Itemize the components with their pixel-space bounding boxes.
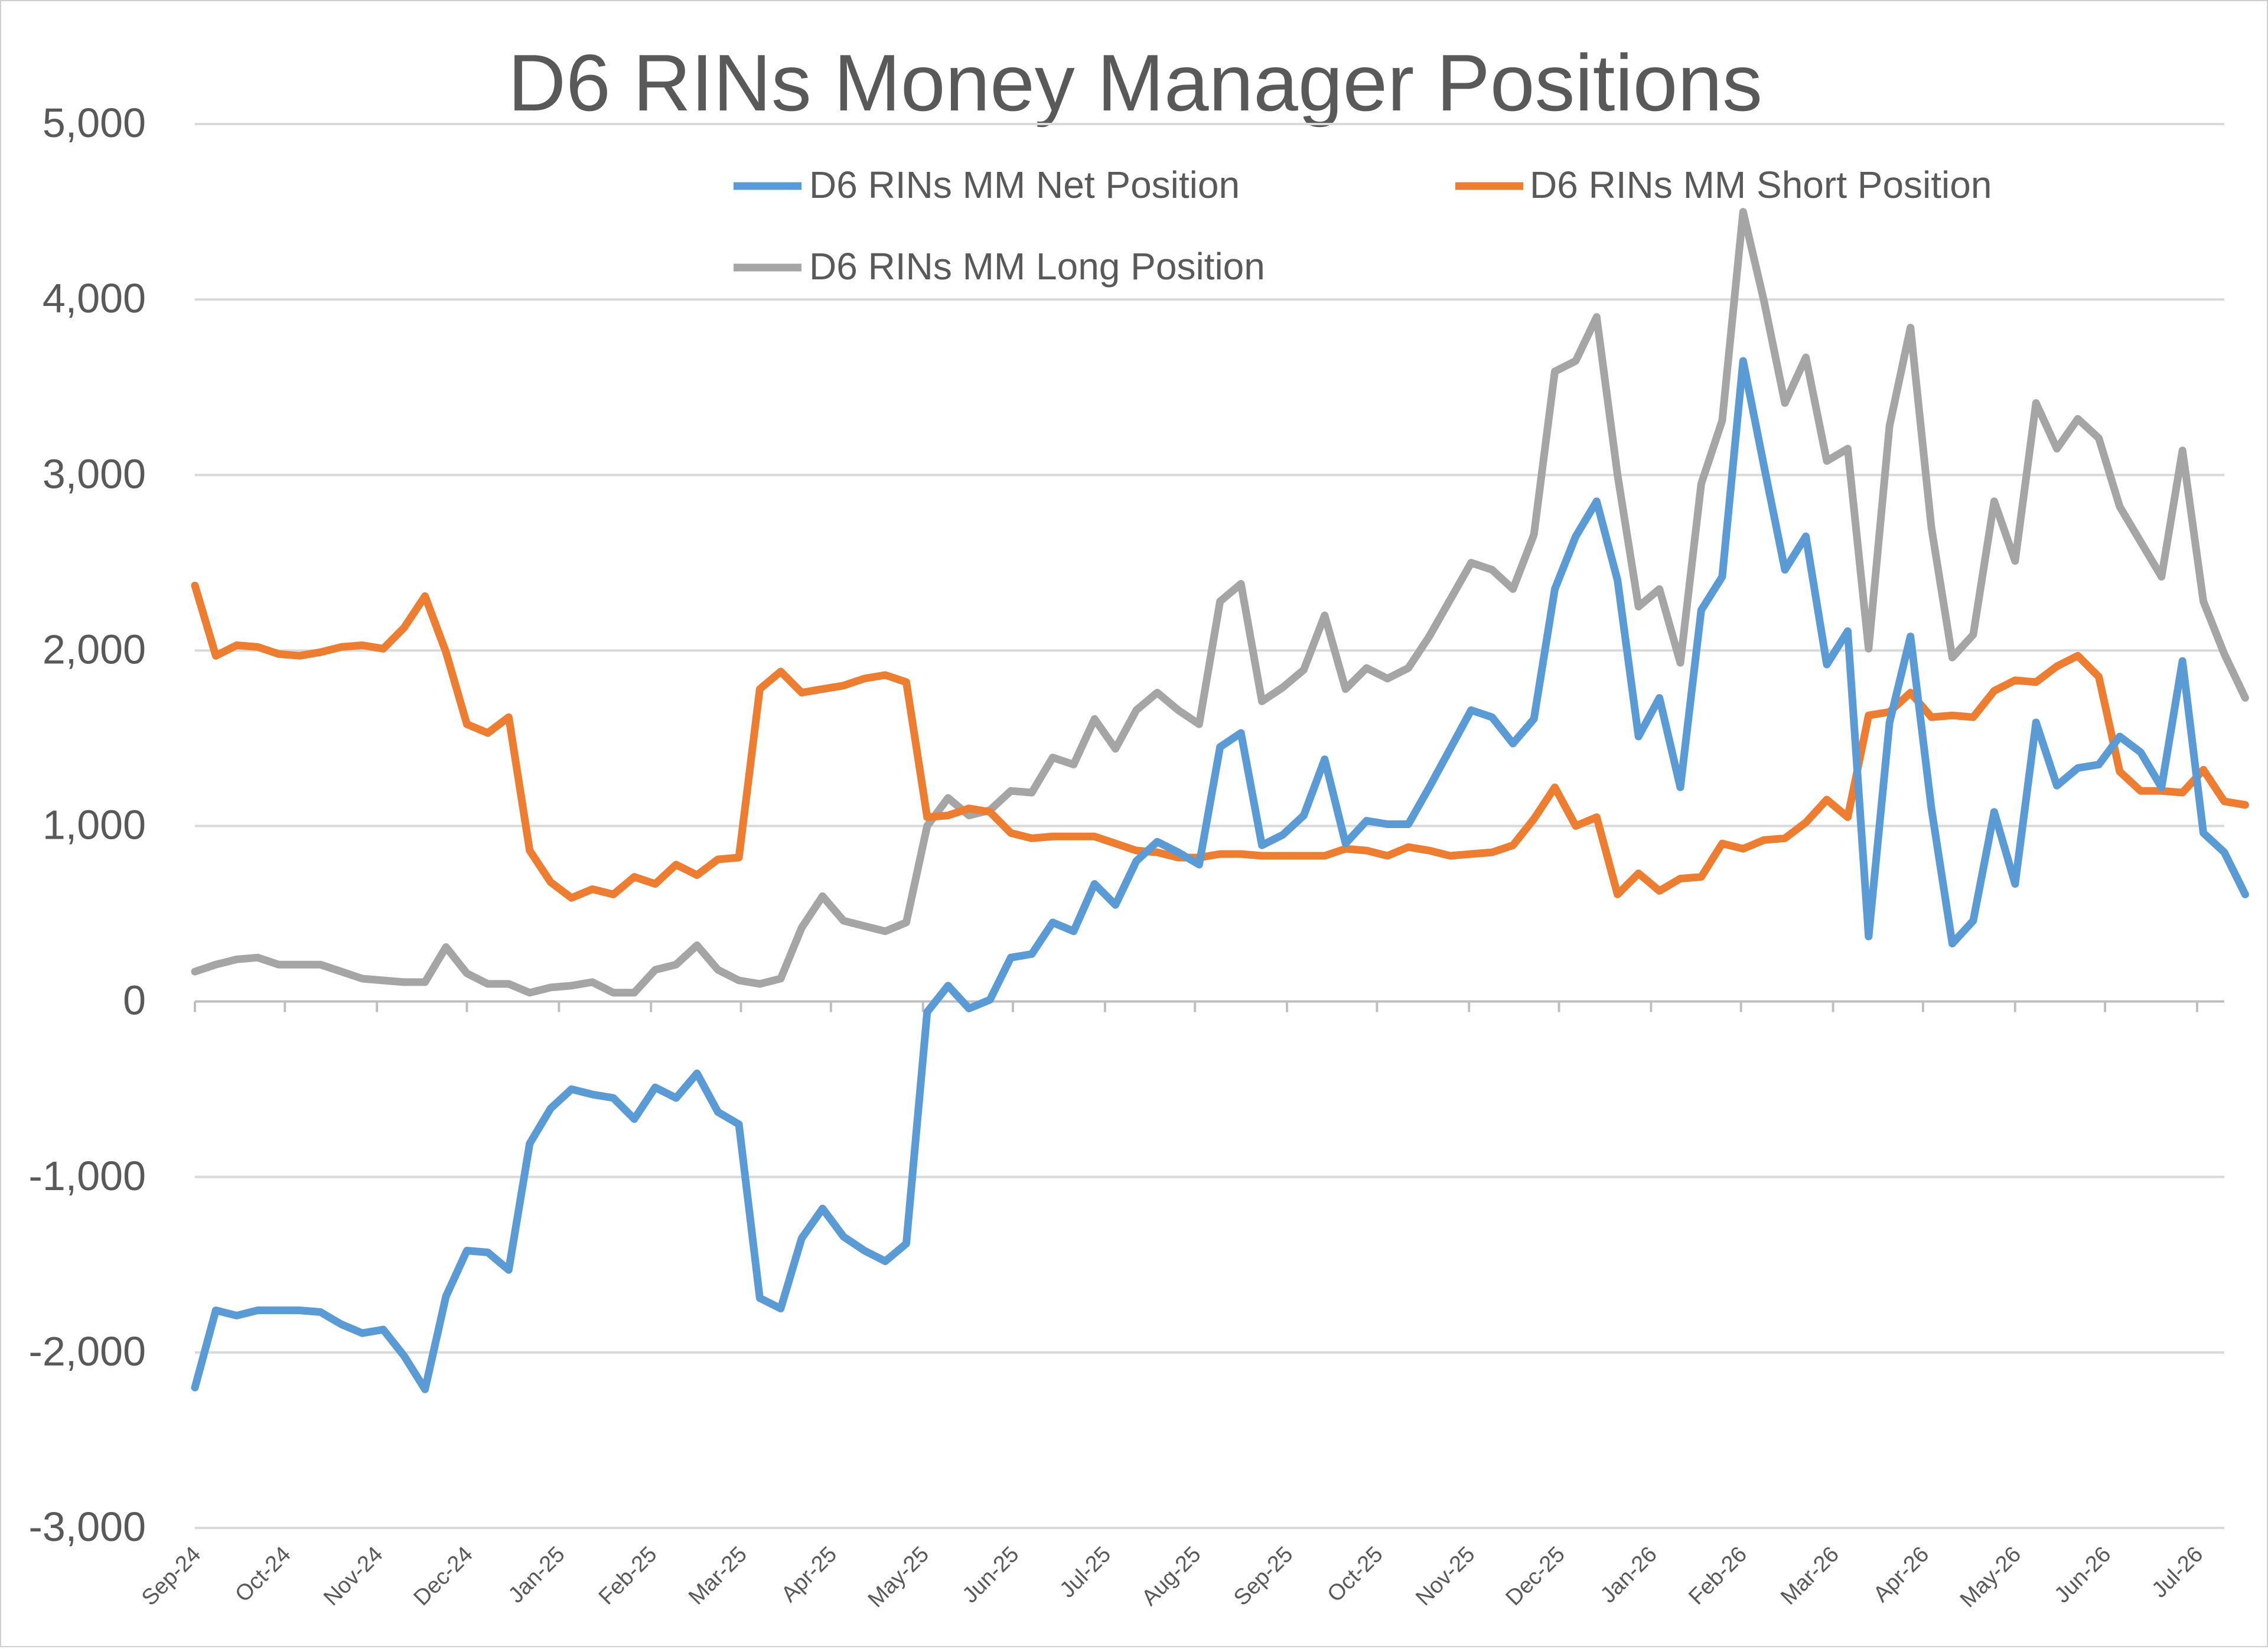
x-tick-label: Dec-24 xyxy=(409,1542,478,1611)
y-tick-label: 2,000 xyxy=(43,626,146,672)
legend-item-net: D6 RINs MM Net Position xyxy=(734,164,1240,206)
y-tick-label: 3,000 xyxy=(43,451,146,497)
y-tick-label: 5,000 xyxy=(43,100,146,146)
x-tick-label: Jun-25 xyxy=(958,1542,1024,1608)
legend: D6 RINs MM Net Position D6 RINs MM Short… xyxy=(734,164,1992,288)
x-axis: Sep-24 Oct-24 Nov-24 Dec-24 Jan-25 Feb-25 Mar-… xyxy=(137,1000,2224,1612)
x-tick-label: Feb-25 xyxy=(594,1542,662,1610)
y-tick-label: 1,000 xyxy=(43,802,146,848)
series-line-long xyxy=(191,208,2249,997)
x-tick-label: Jul-25 xyxy=(1055,1542,1116,1603)
y-tick-label: 0 xyxy=(123,977,146,1024)
x-tick-label: Oct-24 xyxy=(230,1542,295,1607)
series-lines xyxy=(191,208,2249,1393)
x-tick-label: May-26 xyxy=(1956,1542,2026,1612)
x-tick-label: Mar-25 xyxy=(684,1542,752,1610)
legend-label-long: D6 RINs MM Long Position xyxy=(809,245,1265,288)
y-axis: 5,000 4,000 3,000 2,000 1,000 0 -1,000 -2,000 -3… xyxy=(29,100,146,1550)
x-tick-label: Dec-25 xyxy=(1501,1542,1570,1611)
x-tick-label: Mar-26 xyxy=(1776,1542,1844,1610)
x-tick-label: Aug-25 xyxy=(1137,1542,1205,1611)
legend-label-net: D6 RINs MM Net Position xyxy=(809,164,1240,206)
y-tick-label: 4,000 xyxy=(43,275,146,321)
x-tick-label: Jul-26 xyxy=(2147,1542,2208,1603)
y-tick-label: -2,000 xyxy=(29,1328,146,1374)
y-tick-label: -3,000 xyxy=(29,1504,146,1550)
x-tick-label: Sep-24 xyxy=(137,1542,206,1611)
x-tick-label: Sep-25 xyxy=(1229,1542,1298,1611)
legend-item-long: D6 RINs MM Long Position xyxy=(734,245,1265,288)
series-line-short xyxy=(191,581,2249,902)
x-tick-label: Apr-25 xyxy=(777,1542,842,1607)
x-tick-label: Jan-25 xyxy=(504,1542,570,1608)
legend-item-short: D6 RINs MM Short Position xyxy=(1455,164,1992,206)
legend-label-short: D6 RINs MM Short Position xyxy=(1530,164,1992,206)
x-tick-label: Feb-26 xyxy=(1684,1542,1752,1610)
x-tick-label: Oct-25 xyxy=(1322,1542,1387,1607)
x-tick-label: Jan-26 xyxy=(1596,1542,1662,1608)
series-line-net xyxy=(191,357,2249,1393)
chart-title: D6 RINs Money Manager Positions xyxy=(508,38,1762,128)
x-tick-label: Jun-26 xyxy=(2050,1542,2116,1608)
x-tick-label: Apr-26 xyxy=(1869,1542,1934,1607)
x-tick-label: Nov-24 xyxy=(319,1542,387,1611)
y-tick-label: -1,000 xyxy=(29,1153,146,1199)
x-tick-label: May-25 xyxy=(863,1542,934,1612)
x-tick-label: Nov-25 xyxy=(1411,1542,1480,1611)
